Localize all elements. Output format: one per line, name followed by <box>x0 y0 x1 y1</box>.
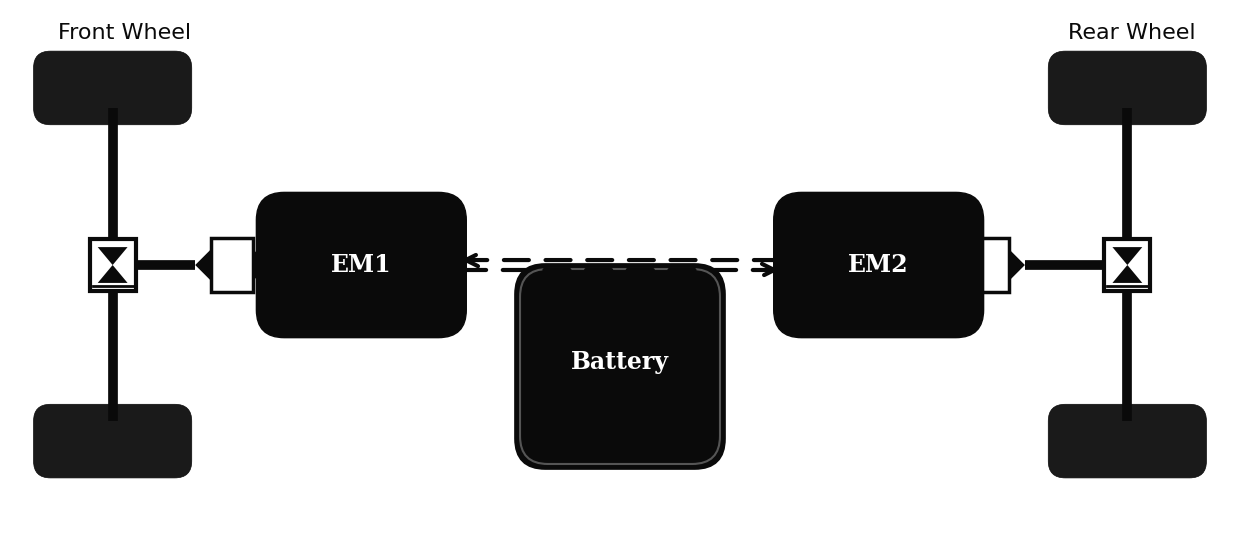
Polygon shape <box>98 265 128 283</box>
Polygon shape <box>1112 247 1142 265</box>
FancyBboxPatch shape <box>33 404 192 478</box>
Text: EM2: EM2 <box>848 253 909 277</box>
Bar <box>89 239 135 291</box>
Text: Rear Wheel: Rear Wheel <box>1068 23 1195 43</box>
Polygon shape <box>439 250 459 280</box>
FancyBboxPatch shape <box>774 192 983 338</box>
Polygon shape <box>951 249 967 281</box>
Polygon shape <box>195 249 211 281</box>
Polygon shape <box>956 250 976 280</box>
Text: Front Wheel: Front Wheel <box>58 23 191 43</box>
FancyBboxPatch shape <box>257 192 466 338</box>
Polygon shape <box>264 250 284 280</box>
Polygon shape <box>781 250 801 280</box>
FancyBboxPatch shape <box>520 269 720 464</box>
Text: EM1: EM1 <box>331 253 392 277</box>
FancyBboxPatch shape <box>516 265 724 468</box>
FancyBboxPatch shape <box>598 429 642 451</box>
Polygon shape <box>253 249 269 281</box>
Bar <box>1105 239 1151 291</box>
Polygon shape <box>98 247 128 265</box>
FancyBboxPatch shape <box>33 51 192 125</box>
FancyBboxPatch shape <box>1048 51 1207 125</box>
Bar <box>211 238 253 292</box>
Text: Battery: Battery <box>570 350 670 374</box>
Bar <box>967 238 1009 292</box>
FancyBboxPatch shape <box>1048 404 1207 478</box>
Polygon shape <box>1009 249 1025 281</box>
Polygon shape <box>1112 265 1142 283</box>
